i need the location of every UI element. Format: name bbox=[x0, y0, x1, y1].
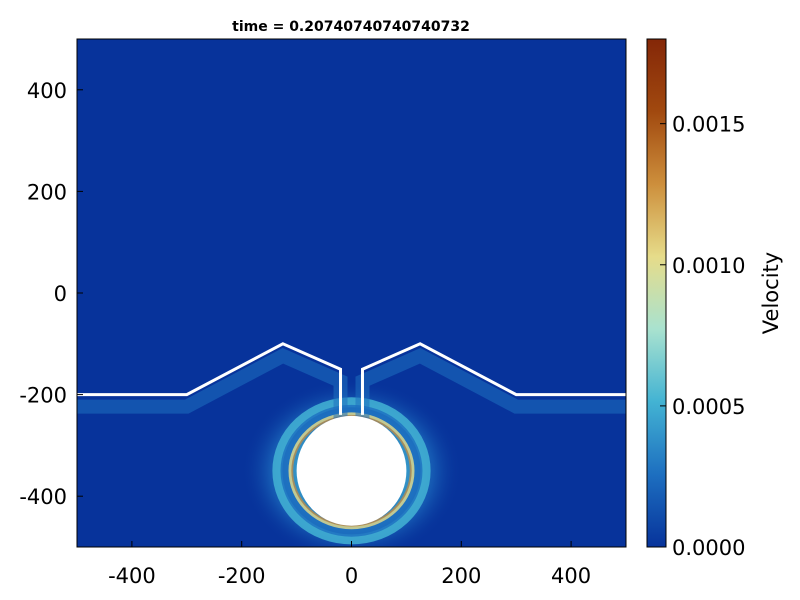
y-axis: 400 200 0 -200 -400 bbox=[19, 79, 83, 509]
ring-wave-band bbox=[288, 412, 415, 530]
plot-area bbox=[77, 39, 626, 547]
y-tick-label: 200 bbox=[27, 180, 67, 204]
x-axis: -400 -200 0 200 400 bbox=[108, 541, 591, 588]
right-wall-boundary bbox=[360, 342, 626, 415]
plot-title: time = 0.20740740740740732 bbox=[232, 19, 470, 35]
cavity-hole bbox=[296, 415, 407, 526]
colorbar: 0.0000 0.0005 0.0010 0.0015 Velocity bbox=[646, 38, 783, 560]
colorbar-tick-label: 0.0000 bbox=[672, 536, 745, 560]
y-tick-label: -200 bbox=[19, 384, 67, 408]
x-tick-label: 0 bbox=[345, 564, 358, 588]
left-wall-boundary bbox=[77, 342, 343, 415]
x-tick-label: -400 bbox=[108, 564, 156, 588]
x-tick-label: 400 bbox=[551, 564, 591, 588]
y-tick-label: 0 bbox=[54, 282, 67, 306]
colorbar-tick-label: 0.0010 bbox=[672, 254, 745, 278]
y-tick-label: 400 bbox=[27, 79, 67, 103]
x-tick-label: -200 bbox=[218, 564, 266, 588]
colorbar-tick-label: 0.0015 bbox=[672, 113, 745, 137]
ring-wave-band bbox=[272, 397, 431, 545]
colorbar-gradient bbox=[646, 38, 667, 548]
ring-wave-band bbox=[280, 404, 423, 537]
colorbar-ticks: 0.0000 0.0005 0.0010 0.0015 bbox=[660, 113, 745, 560]
colorbar-tick-label: 0.0005 bbox=[672, 395, 745, 419]
colorbar-label: Velocity bbox=[759, 252, 783, 334]
y-tick-label: -400 bbox=[19, 485, 67, 509]
x-tick-label: 200 bbox=[441, 564, 481, 588]
